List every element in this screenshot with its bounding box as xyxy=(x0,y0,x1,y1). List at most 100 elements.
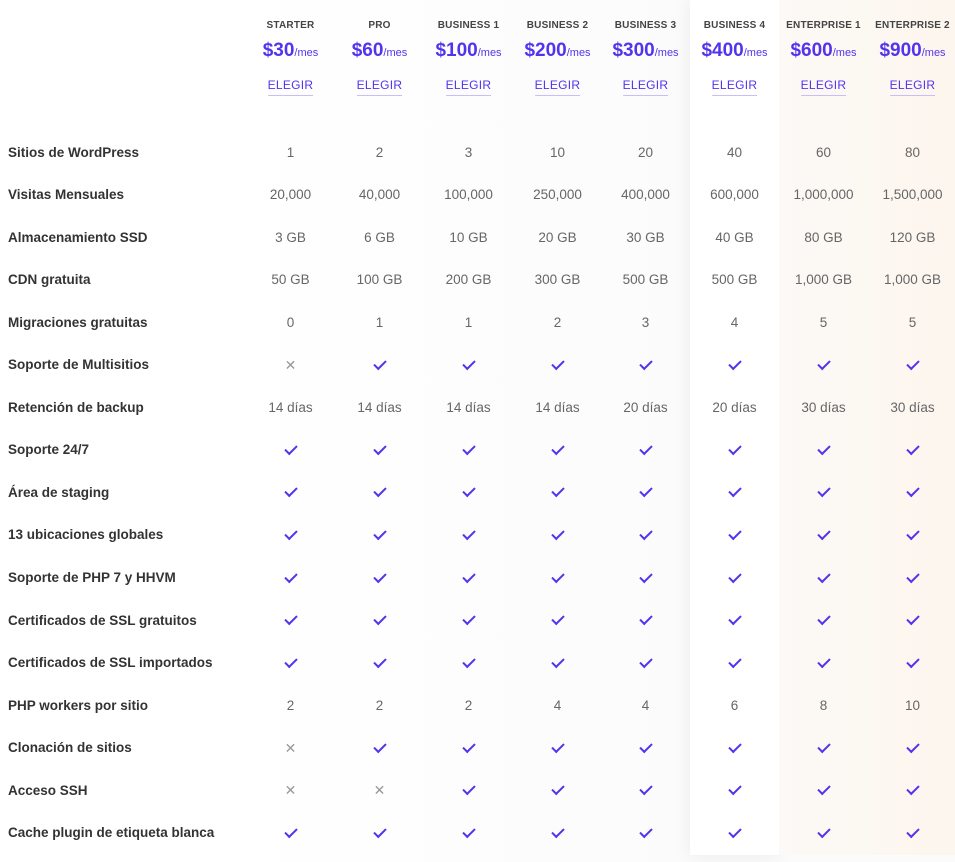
price-period: /mes xyxy=(566,47,591,59)
feature-value: 8 xyxy=(819,697,828,713)
feature-cell xyxy=(246,812,335,854)
check-icon xyxy=(816,569,831,583)
feature-cell xyxy=(868,599,955,641)
choose-plan-button[interactable]: ELEGIR xyxy=(622,78,669,96)
feature-value: 30 GB xyxy=(626,229,665,245)
feature-cell xyxy=(601,599,690,641)
check-icon xyxy=(638,824,653,839)
feature-cell xyxy=(601,471,690,513)
feature-value: 14 días xyxy=(446,399,491,415)
feature-cell xyxy=(246,642,335,684)
table-row: Retención de backup 14 días 14 días 14 días… xyxy=(0,386,955,428)
check-icon xyxy=(372,356,387,370)
feature-cell xyxy=(868,769,955,811)
feature-value: 6 xyxy=(730,697,739,713)
highlighted-column-business-4 xyxy=(690,0,779,855)
check-icon xyxy=(461,441,476,456)
plan-name: PRO xyxy=(368,20,391,31)
feature-cell xyxy=(868,514,955,556)
check-icon xyxy=(283,526,298,541)
feature-cell xyxy=(690,727,779,769)
check-icon xyxy=(727,824,742,839)
feature-cell xyxy=(601,642,690,684)
feature-label: PHP workers por sitio xyxy=(8,697,149,713)
check-icon xyxy=(550,611,565,626)
feature-cell xyxy=(513,514,602,556)
table-row: 13 ubicaciones globales xyxy=(0,514,955,556)
check-icon xyxy=(638,782,653,796)
feature-label: Acceso SSH xyxy=(8,782,88,798)
table-row: Migraciones gratuitas 0 1 1 2 3 4 5 5 xyxy=(0,301,955,343)
feature-cell xyxy=(335,727,424,769)
feature-label: Retención de backup xyxy=(8,399,144,415)
feature-value: 6 GB xyxy=(364,229,395,245)
check-icon xyxy=(905,484,920,498)
feature-label: Almacenamiento SSD xyxy=(8,229,148,245)
feature-label: Soporte 24/7 xyxy=(8,442,90,458)
feature-value: 10 xyxy=(904,697,921,713)
feature-value: 30 días xyxy=(801,399,846,415)
feature-label: Cache plugin de etiqueta blanca xyxy=(8,825,215,841)
check-icon xyxy=(727,484,742,498)
feature-value: 4 xyxy=(730,314,739,330)
feature-value: 1,000 GB xyxy=(883,272,942,288)
feature-cell xyxy=(779,557,868,599)
feature-label: Área de staging xyxy=(8,484,110,500)
feature-cell xyxy=(779,769,868,811)
choose-plan-button[interactable]: ELEGIR xyxy=(267,78,314,96)
feature-label: Migraciones gratuitas xyxy=(8,314,148,330)
plan-name: STARTER xyxy=(266,20,315,31)
table-row: Área de staging xyxy=(0,471,955,513)
cross-icon: ✕ xyxy=(373,782,386,799)
feature-value: 0 xyxy=(286,314,295,330)
price-amount: $900 xyxy=(879,40,922,61)
feature-label: Clonación de sitios xyxy=(8,740,132,756)
plan-price: $400/mes xyxy=(690,40,779,62)
feature-value: 600,000 xyxy=(710,187,759,203)
feature-value: 2 xyxy=(553,314,562,330)
feature-value: 14 días xyxy=(535,399,580,415)
choose-plan-button[interactable]: ELEGIR xyxy=(445,78,492,96)
choose-plan-button[interactable]: ELEGIR xyxy=(711,78,758,96)
price-period: /mes xyxy=(743,47,768,59)
check-icon xyxy=(727,782,742,796)
check-icon xyxy=(550,526,565,541)
feature-cell: ✕ xyxy=(335,769,424,811)
check-icon xyxy=(727,569,742,583)
plan-price: $200/mes xyxy=(513,40,602,62)
feature-value: 1,000 GB xyxy=(794,272,853,288)
feature-cell xyxy=(601,429,690,471)
plan-name: BUSINESS 3 xyxy=(614,20,677,31)
plan-price: $100/mes xyxy=(424,40,513,62)
check-icon xyxy=(283,441,298,456)
feature-value: 1 xyxy=(464,314,473,330)
feature-value: 500 GB xyxy=(622,272,669,288)
check-icon xyxy=(550,824,565,839)
check-icon xyxy=(638,356,653,370)
check-icon xyxy=(727,526,742,541)
cross-icon: ✕ xyxy=(284,782,297,799)
choose-plan-button[interactable]: ELEGIR xyxy=(889,78,936,96)
feature-value: 100,000 xyxy=(444,187,493,203)
check-icon xyxy=(816,824,831,839)
feature-cell xyxy=(424,812,513,854)
cross-icon: ✕ xyxy=(284,739,297,756)
choose-plan-button[interactable]: ELEGIR xyxy=(534,78,581,96)
check-icon xyxy=(461,526,476,541)
check-icon xyxy=(638,654,653,668)
feature-label: Certificados de SSL gratuitos xyxy=(8,612,197,628)
plan-price: $600/mes xyxy=(779,40,868,62)
check-icon xyxy=(638,526,653,541)
choose-plan-button[interactable]: ELEGIR xyxy=(800,78,847,96)
feature-cell xyxy=(513,642,602,684)
feature-value: 40 xyxy=(726,144,743,160)
table-row: Certificados de SSL importados xyxy=(0,642,955,684)
table-row: CDN gratuita 50 GB 100 GB 200 GB 300 GB 500 G… xyxy=(0,259,955,301)
check-icon xyxy=(372,824,387,839)
choose-plan-button[interactable]: ELEGIR xyxy=(356,78,403,96)
feature-value: 4 xyxy=(553,697,562,713)
feature-cell xyxy=(868,557,955,599)
price-amount: $60 xyxy=(351,40,384,61)
check-icon xyxy=(816,484,831,498)
feature-value: 120 GB xyxy=(889,229,936,245)
